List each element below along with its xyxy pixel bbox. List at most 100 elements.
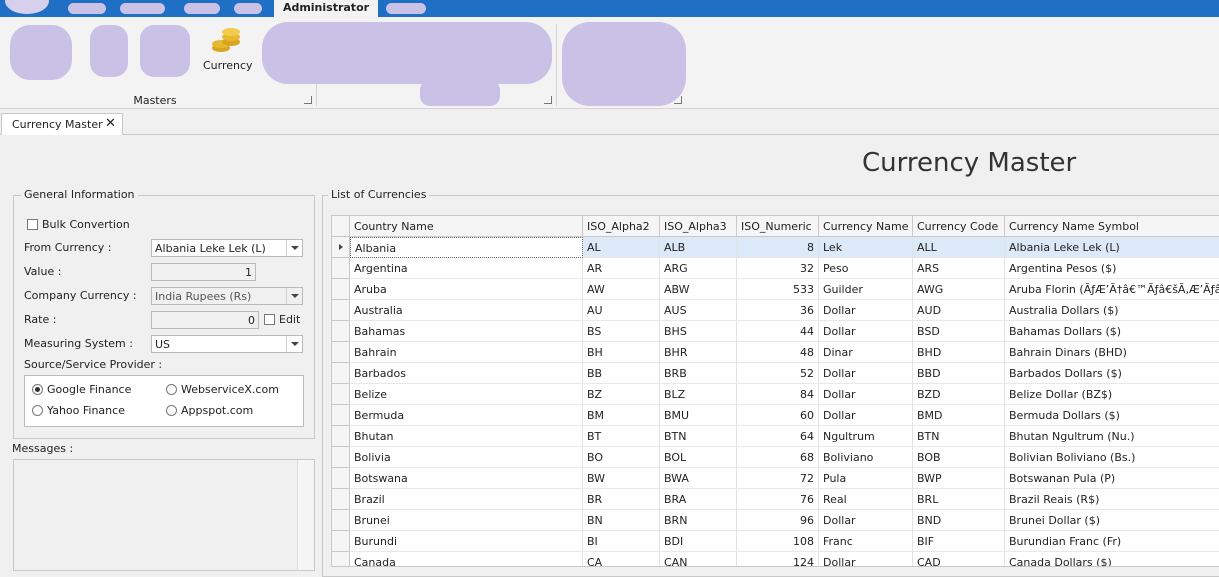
messages-box[interactable]	[13, 459, 315, 571]
column-header[interactable]: Country Name	[350, 216, 583, 237]
table-cell[interactable]: 64	[737, 426, 819, 447]
radio-button[interactable]	[32, 384, 43, 395]
table-cell[interactable]: Albania	[350, 237, 583, 258]
row-indicator[interactable]	[332, 237, 350, 258]
table-cell[interactable]: Dollar	[819, 405, 913, 426]
table-cell[interactable]: Botswanan Pula (P)	[1005, 468, 1219, 489]
table-cell[interactable]: Bhutan Ngultrum (Nu.)	[1005, 426, 1219, 447]
table-cell[interactable]: BRA	[660, 489, 737, 510]
table-cell[interactable]: 76	[737, 489, 819, 510]
table-cell[interactable]: Boliviano	[819, 447, 913, 468]
row-indicator[interactable]	[332, 342, 350, 363]
column-header[interactable]: Currency Name	[819, 216, 913, 237]
table-cell[interactable]: BZ	[583, 384, 660, 405]
table-cell[interactable]: Burundi	[350, 531, 583, 552]
table-cell[interactable]: AU	[583, 300, 660, 321]
table-cell[interactable]: Dollar	[819, 384, 913, 405]
table-cell[interactable]: BTN	[913, 426, 1005, 447]
table-cell[interactable]: 60	[737, 405, 819, 426]
row-indicator[interactable]	[332, 384, 350, 405]
table-cell[interactable]: Burundian Franc (Fr)	[1005, 531, 1219, 552]
column-header[interactable]: ISO_Alpha2	[583, 216, 660, 237]
table-cell[interactable]: Bermuda Dollars ($)	[1005, 405, 1219, 426]
table-cell[interactable]: Aruba	[350, 279, 583, 300]
table-cell[interactable]: 68	[737, 447, 819, 468]
table-cell[interactable]: BRL	[913, 489, 1005, 510]
table-cell[interactable]: 108	[737, 531, 819, 552]
table-cell[interactable]: Argentina	[350, 258, 583, 279]
table-cell[interactable]: Canada Dollars ($)	[1005, 552, 1219, 566]
table-cell[interactable]: Brunei Dollar ($)	[1005, 510, 1219, 531]
group-launcher[interactable]	[674, 96, 682, 104]
ribbon-tab-active[interactable]: Administrator	[274, 0, 378, 18]
table-cell[interactable]: Bhutan	[350, 426, 583, 447]
table-cell[interactable]: Australia	[350, 300, 583, 321]
table-cell[interactable]: Dollar	[819, 510, 913, 531]
table-cell[interactable]: BWA	[660, 468, 737, 489]
table-cell[interactable]: Dollar	[819, 552, 913, 566]
table-cell[interactable]: BI	[583, 531, 660, 552]
table-cell[interactable]: BHR	[660, 342, 737, 363]
table-cell[interactable]: Guilder	[819, 279, 913, 300]
table-cell[interactable]: Brunei	[350, 510, 583, 531]
table-cell[interactable]: AWG	[913, 279, 1005, 300]
table-cell[interactable]: Canada	[350, 552, 583, 566]
table-cell[interactable]: BZD	[913, 384, 1005, 405]
table-cell[interactable]: BT	[583, 426, 660, 447]
table-cell[interactable]: BHS	[660, 321, 737, 342]
dropdown-arrow[interactable]	[286, 240, 302, 256]
table-cell[interactable]: ALL	[913, 237, 1005, 258]
table-cell[interactable]: Bermuda	[350, 405, 583, 426]
rate-input[interactable]: 0	[151, 311, 259, 329]
table-cell[interactable]: 84	[737, 384, 819, 405]
row-indicator[interactable]	[332, 468, 350, 489]
table-cell[interactable]: Botswana	[350, 468, 583, 489]
table-cell[interactable]: BRB	[660, 363, 737, 384]
app-button[interactable]	[5, 0, 49, 14]
table-cell[interactable]: Peso	[819, 258, 913, 279]
table-cell[interactable]: 533	[737, 279, 819, 300]
column-header[interactable]: ISO_Numeric	[737, 216, 819, 237]
table-cell[interactable]: ARS	[913, 258, 1005, 279]
currency-button[interactable]: Currency	[203, 22, 253, 78]
table-cell[interactable]: ABW	[660, 279, 737, 300]
table-cell[interactable]: BWP	[913, 468, 1005, 489]
row-indicator[interactable]	[332, 489, 350, 510]
row-indicator[interactable]	[332, 447, 350, 468]
table-cell[interactable]: CAN	[660, 552, 737, 566]
table-cell[interactable]: AUS	[660, 300, 737, 321]
table-cell[interactable]: Aruba Florin (ÃƒÆ’Ã†â€™Ãƒâ€šÃ‚Æ’Ãƒâ€šÃ‚Â…	[1005, 279, 1219, 300]
table-cell[interactable]: BS	[583, 321, 660, 342]
table-cell[interactable]: 8	[737, 237, 819, 258]
table-cell[interactable]: BLZ	[660, 384, 737, 405]
document-tab[interactable]: Currency Master ✕	[1, 113, 123, 135]
table-cell[interactable]: AL	[583, 237, 660, 258]
table-cell[interactable]: Albania Leke Lek (L)	[1005, 237, 1219, 258]
table-cell[interactable]: Brazil Reais (R$)	[1005, 489, 1219, 510]
row-indicator[interactable]	[332, 552, 350, 566]
group-launcher[interactable]	[304, 96, 312, 104]
row-indicator[interactable]	[332, 321, 350, 342]
table-cell[interactable]: Bahamas	[350, 321, 583, 342]
row-indicator[interactable]	[332, 363, 350, 384]
radio-button[interactable]	[32, 405, 43, 416]
table-cell[interactable]: 32	[737, 258, 819, 279]
table-cell[interactable]: Argentina Pesos ($)	[1005, 258, 1219, 279]
table-cell[interactable]: AW	[583, 279, 660, 300]
table-cell[interactable]: Dollar	[819, 300, 913, 321]
table-cell[interactable]: 36	[737, 300, 819, 321]
table-cell[interactable]: CA	[583, 552, 660, 566]
table-cell[interactable]: BH	[583, 342, 660, 363]
edit-checkbox[interactable]	[264, 314, 275, 325]
table-cell[interactable]: AR	[583, 258, 660, 279]
dropdown-arrow[interactable]	[286, 336, 302, 352]
measuring-system-dropdown[interactable]: US	[151, 335, 303, 353]
row-indicator[interactable]	[332, 426, 350, 447]
table-cell[interactable]: Franc	[819, 531, 913, 552]
table-cell[interactable]: AUD	[913, 300, 1005, 321]
table-cell[interactable]: Belize	[350, 384, 583, 405]
table-cell[interactable]: 44	[737, 321, 819, 342]
close-tab[interactable]: ✕	[105, 116, 116, 131]
table-cell[interactable]: BIF	[913, 531, 1005, 552]
table-cell[interactable]: 124	[737, 552, 819, 566]
